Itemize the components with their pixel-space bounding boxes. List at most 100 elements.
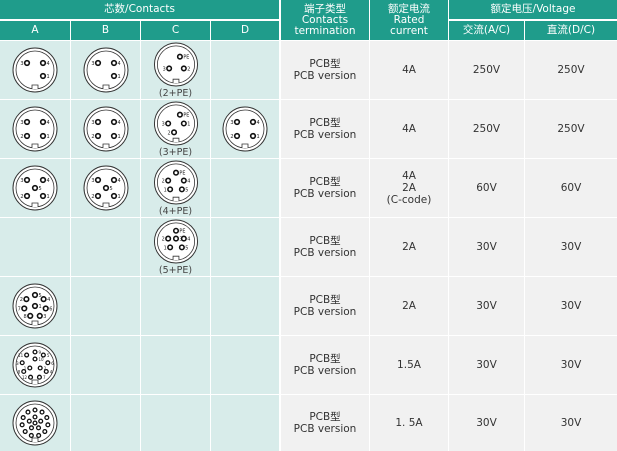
connector-inner-ring (86, 50, 125, 90)
connector-pin (94, 59, 101, 67)
connector-pin (180, 120, 187, 127)
connector-pin (19, 422, 25, 428)
connector-pin (110, 192, 117, 200)
connector-key-notch (31, 379, 39, 384)
contacts-cell: 3 4 1 (71, 41, 140, 99)
pin-label: PE (183, 55, 189, 61)
termination-cell: PCB型 PCB version (281, 336, 369, 394)
connector-caption: (2+PE) (158, 88, 193, 99)
pin-label: 1 (117, 194, 120, 200)
dc-header: 直流(D/C) (525, 21, 617, 40)
connector-key-notch (31, 84, 39, 89)
current-cell: 2A (370, 277, 448, 335)
current-cell-text: 2A (402, 182, 416, 194)
connector-pin (94, 176, 101, 184)
connector-inner-ring (15, 50, 55, 90)
pin-label: 4 (47, 178, 50, 184)
connector-pin (178, 244, 185, 251)
dc-voltage-cell: 30V (525, 277, 617, 335)
connector-pin (170, 129, 177, 136)
connector-key-notch (102, 202, 109, 207)
connector-pin (36, 312, 43, 320)
contacts-cell: PE 3 1 2 (3+PE) (141, 100, 210, 158)
connector-pin (21, 368, 27, 375)
pin-label: 1 (47, 194, 50, 200)
connector-pin (42, 305, 49, 312)
connector-key-notch (31, 202, 39, 207)
connector-pin (94, 132, 101, 140)
connector-pin (40, 296, 47, 303)
dc-voltage-cell-text: 60V (560, 182, 582, 194)
dc-voltage-cell: 30V (525, 395, 617, 451)
connector-pin (176, 111, 183, 118)
pin-label: 6 (49, 306, 52, 312)
pin-label: 2 (161, 237, 164, 243)
pin-label: 2 (20, 297, 23, 303)
connector-inner-ring (156, 45, 195, 84)
pin-label: 4 (187, 179, 190, 185)
current-cell-text: 4A (402, 64, 416, 76)
connector-pin (164, 120, 171, 127)
ac-voltage-cell-text: 250V (472, 123, 501, 135)
contacts-cell (141, 395, 210, 451)
connector-pin (43, 368, 49, 375)
connector-key-notch (31, 437, 39, 442)
contacts-cell (211, 218, 279, 276)
pin-label: 3 (20, 178, 23, 184)
contacts-cell (141, 277, 210, 335)
current-cell: 4A 2A (C-code) (370, 159, 448, 217)
termination-cell-text: PCB version (293, 306, 357, 318)
pin-label: 4 (187, 237, 190, 243)
dc-voltage-cell: 60V (525, 159, 617, 217)
connector-inner-ring (225, 109, 265, 149)
current-header-en1: Rated (393, 13, 425, 26)
connector-inner-ring (156, 163, 195, 202)
pin-label: 1 (117, 74, 120, 80)
contacts-cell (211, 159, 279, 217)
dc-voltage-cell: 30V (525, 218, 617, 276)
termination-cell: PCB型 PCB version (281, 218, 369, 276)
ac-voltage-cell-text: 30V (476, 417, 497, 429)
contacts-cell: 3 4 2 1 (71, 100, 140, 158)
dc-voltage-cell-text: 30V (560, 359, 582, 371)
current-cell: 4A (370, 100, 448, 158)
termination-cell-text: PCB version (293, 188, 357, 200)
ac-voltage-cell: 30V (449, 277, 524, 335)
connector-pin (23, 192, 31, 200)
connector-pin (165, 65, 172, 72)
connector-pin (28, 374, 34, 380)
pin-label: 1 (47, 74, 50, 80)
connector-pin (45, 422, 51, 428)
contacts-cell (71, 218, 140, 276)
ac-voltage-cell: 30V (449, 395, 524, 451)
connector-pinout-icon: 3 4 2 1 (83, 106, 128, 152)
connector-pinout-icon: PE 2 4 1 5 (153, 160, 198, 205)
current-cell-text: 2A (402, 300, 416, 312)
termination-cell-text: PCB version (293, 70, 357, 82)
connector-pin (249, 118, 257, 126)
connector-pin (110, 59, 117, 67)
dc-voltage-cell: 250V (525, 100, 617, 158)
pin-label: 2 (44, 366, 47, 371)
connector-pin (233, 118, 241, 126)
termination-cell-text: PCB型 (309, 235, 341, 247)
connector-pin (39, 409, 45, 415)
contacts-cell (71, 336, 140, 394)
connector-pin (27, 365, 33, 371)
connector-inner-ring (15, 109, 55, 149)
connector-pin (28, 425, 35, 431)
current-cell-text: 1.5A (397, 359, 421, 371)
connector-pin (39, 176, 47, 184)
connector-pin (36, 432, 42, 439)
connector-key-notch (172, 78, 179, 84)
pin-label: PE (179, 171, 185, 177)
pin-label: 2 (91, 134, 94, 140)
pin-label: 5 (185, 187, 188, 193)
connector-pin (39, 72, 47, 80)
col-c-header: C (141, 21, 210, 40)
connector-pinout-icon: 3 4 2 1 (222, 106, 268, 152)
connector-pin (110, 72, 117, 80)
connector-inner-ring (156, 104, 195, 143)
pin-label: 3 (162, 66, 165, 72)
connector-pinout-icon: 54 63 87 2 1 (12, 283, 58, 329)
